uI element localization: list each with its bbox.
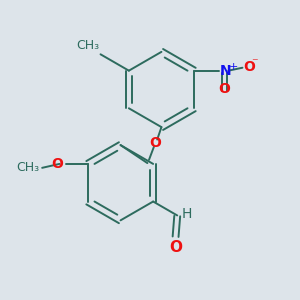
- Text: +: +: [229, 62, 238, 72]
- Text: CH₃: CH₃: [16, 161, 39, 174]
- Text: O: O: [150, 136, 161, 150]
- Text: O: O: [218, 82, 230, 96]
- Text: O: O: [243, 60, 255, 74]
- Text: H: H: [182, 207, 192, 221]
- Text: CH₃: CH₃: [76, 39, 99, 52]
- Text: O: O: [52, 157, 63, 171]
- Text: N: N: [220, 64, 232, 78]
- Text: O: O: [169, 240, 182, 255]
- Text: ⁻: ⁻: [251, 56, 258, 69]
